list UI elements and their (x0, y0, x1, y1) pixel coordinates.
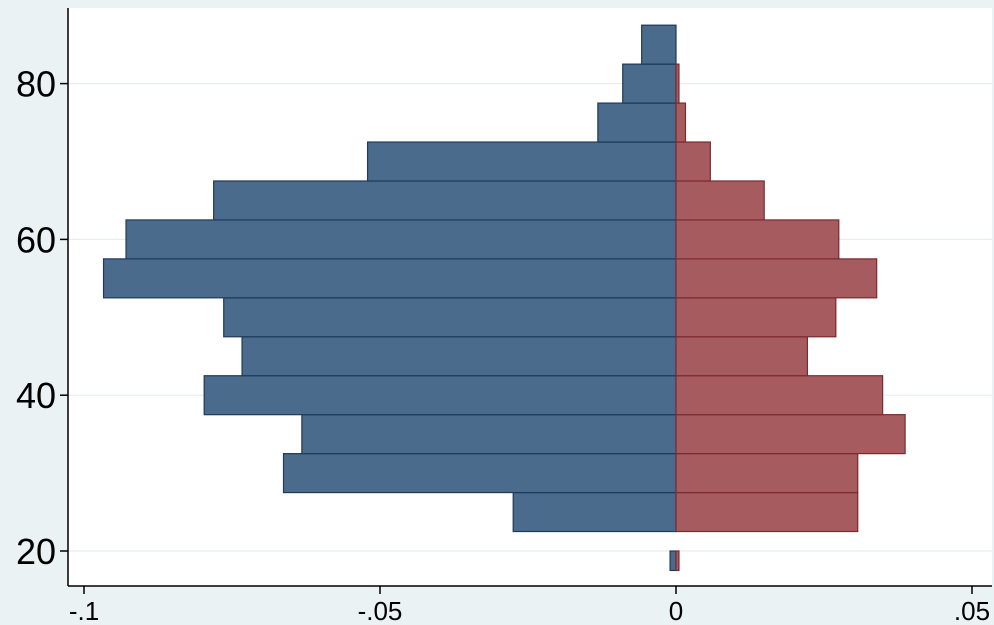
x-tick-label-.05: .05 (954, 596, 990, 625)
x-tick-label--.1: -.1 (69, 596, 99, 625)
axes (67, 8, 992, 587)
y-tick-label-20: 20 (16, 531, 56, 572)
bar-series1-bin-0 (669, 550, 677, 572)
bar-series2-bin-5 (675, 336, 809, 377)
bar-series2-bin-4 (675, 375, 884, 416)
bar-series1-bin-8 (125, 219, 677, 260)
bar-series1-bin-4 (203, 375, 677, 416)
bar-series2-bin-2 (675, 453, 859, 494)
bar-series1-bin-9 (213, 180, 677, 221)
bar-series1-bin-13 (641, 24, 677, 65)
bar-series1-bin-6 (223, 297, 677, 338)
bar-series1-bin-11 (597, 102, 677, 143)
x-tick-label-0: 0 (669, 596, 683, 625)
bar-series2-bin-8 (675, 219, 840, 260)
bar-series1-bin-10 (366, 141, 677, 182)
bar-series2-bin-7 (675, 258, 878, 299)
bar-series1-bin-3 (301, 414, 677, 455)
bar-series2-bin-12 (675, 63, 680, 104)
bar-series1-bin-12 (622, 63, 677, 104)
bar-series2-bin-11 (675, 102, 687, 143)
y-tick-label-80: 80 (16, 64, 56, 105)
bars (102, 24, 906, 572)
y-tick-label-60: 60 (16, 219, 56, 260)
bar-series2-bin-3 (675, 414, 906, 455)
bar-series2-bin-1 (675, 491, 859, 533)
y-tick-label-40: 40 (16, 375, 56, 416)
bar-series2-bin-0 (675, 550, 680, 572)
bar-series2-bin-10 (675, 141, 711, 182)
bar-series2-bin-9 (675, 180, 765, 221)
bar-series2-bin-6 (675, 297, 837, 338)
bar-series1-bin-7 (102, 258, 677, 299)
bar-series1-bin-1 (512, 491, 677, 533)
x-tick-label--.05: -.05 (358, 596, 403, 625)
bar-series1-bin-5 (241, 336, 677, 377)
bar-series1-bin-2 (282, 453, 677, 494)
tick-marks-and-labels: 20 40 60 80 -.1 -.05 0 .05 (16, 64, 990, 625)
